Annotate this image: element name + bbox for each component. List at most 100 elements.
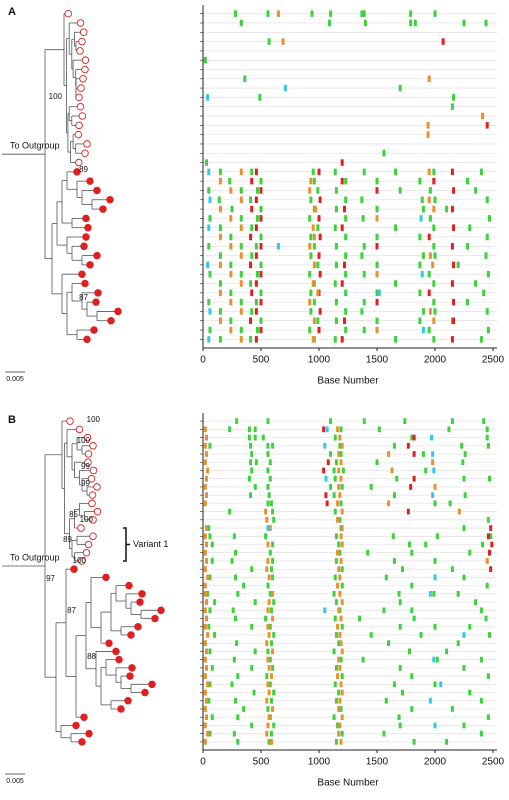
- mutation-mark: [268, 623, 272, 630]
- mutation-mark: [254, 252, 258, 259]
- mutation-mark: [253, 484, 257, 490]
- mutation-mark: [421, 326, 425, 334]
- mutation-mark: [486, 533, 490, 540]
- mutation-mark: [447, 426, 451, 433]
- leaf-open: [93, 483, 101, 491]
- mutation-mark: [490, 541, 494, 548]
- mutation-mark: [337, 640, 341, 647]
- mutation-mark: [418, 233, 422, 241]
- mutation-mark: [269, 739, 273, 745]
- mutation-mark: [362, 168, 366, 176]
- mutation-mark: [456, 261, 460, 269]
- mutation-mark: [266, 558, 270, 564]
- mutation-mark: [421, 205, 425, 213]
- mutation-mark: [486, 673, 490, 679]
- mutation-mark: [265, 730, 269, 737]
- mutation-mark: [312, 298, 316, 306]
- leaf-open: [83, 140, 91, 148]
- mutation-mark: [266, 681, 270, 688]
- leaf-filled: [115, 655, 123, 664]
- mutation-mark: [462, 632, 466, 638]
- mutation-mark: [485, 426, 489, 433]
- leaf-filled: [86, 177, 94, 185]
- x-tick-label: 500: [253, 757, 270, 768]
- mutation-mark: [338, 664, 342, 671]
- mutation-mark: [377, 426, 381, 433]
- mutation-mark: [203, 673, 207, 679]
- leaf-filled: [78, 270, 86, 278]
- mutation-mark: [229, 317, 233, 324]
- mutation-mark: [242, 582, 246, 589]
- mutation-mark: [259, 317, 263, 324]
- mutation-mark: [344, 252, 348, 259]
- mutation-mark: [207, 187, 211, 194]
- mutation-mark: [340, 599, 344, 605]
- mutation-mark: [259, 298, 263, 306]
- mutation-mark: [427, 168, 431, 176]
- leaf-open: [77, 84, 85, 92]
- mutation-mark: [208, 442, 212, 449]
- mutation-mark: [375, 317, 379, 324]
- leaf-filled: [81, 279, 89, 288]
- leaf-filled: [105, 639, 113, 647]
- mutation-mark: [439, 681, 443, 688]
- mutation-mark: [337, 689, 341, 696]
- mutation-mark: [486, 326, 490, 334]
- mutation-mark: [218, 224, 222, 231]
- mutation-mark: [239, 252, 243, 259]
- mutation-mark: [435, 656, 439, 663]
- mutation-mark: [418, 289, 422, 297]
- mutation-mark: [218, 336, 222, 343]
- leaf-open: [84, 540, 93, 549]
- mutation-mark: [229, 270, 233, 278]
- leaf-filled: [151, 614, 159, 623]
- mutation-mark: [377, 289, 381, 297]
- mutation-mark: [375, 187, 379, 194]
- mutation-mark: [267, 739, 271, 745]
- mutation-mark: [271, 558, 275, 564]
- mutation-mark: [336, 516, 340, 523]
- leaf-open: [64, 9, 73, 18]
- mutation-mark: [418, 177, 422, 185]
- mutation-mark: [254, 224, 258, 231]
- mutation-mark: [482, 289, 486, 297]
- mutation-mark: [461, 459, 465, 466]
- mutation-mark: [316, 317, 320, 324]
- mutation-mark: [265, 697, 269, 704]
- mutation-mark: [468, 224, 472, 231]
- mutation-mark: [233, 574, 237, 581]
- mutation-mark: [433, 681, 437, 688]
- mutation-mark: [261, 434, 265, 441]
- mutation-mark: [269, 566, 273, 573]
- mutation-mark: [264, 508, 268, 515]
- mutation-mark: [268, 475, 272, 482]
- mutation-mark: [433, 558, 437, 564]
- mutation-mark: [272, 599, 276, 605]
- mutation-mark: [239, 298, 243, 306]
- mutation-mark: [250, 252, 254, 259]
- mutation-mark: [271, 508, 275, 515]
- mutation-mark: [317, 215, 321, 222]
- mutation-mark: [268, 525, 272, 531]
- mutation-mark: [218, 280, 222, 287]
- mutation-mark: [338, 590, 342, 597]
- mutation-mark: [249, 317, 253, 324]
- mutation-mark: [333, 336, 337, 343]
- mutation-mark: [329, 418, 333, 424]
- mutation-mark: [360, 308, 364, 315]
- mutation-mark: [218, 261, 222, 269]
- mutation-mark: [252, 689, 256, 696]
- mutation-mark: [450, 418, 454, 424]
- mutation-mark: [312, 317, 316, 324]
- mutation-mark: [360, 10, 364, 17]
- leaf-filled: [72, 721, 80, 730]
- mutation-mark: [236, 590, 240, 597]
- mutation-mark: [409, 19, 413, 27]
- mutation-mark: [229, 215, 233, 222]
- bootstrap-value: 100: [49, 92, 63, 101]
- mutation-mark: [207, 168, 211, 176]
- mutation-mark: [254, 308, 258, 315]
- mutation-mark: [242, 706, 246, 712]
- mutation-mark: [336, 722, 340, 729]
- mutation-mark: [485, 196, 489, 204]
